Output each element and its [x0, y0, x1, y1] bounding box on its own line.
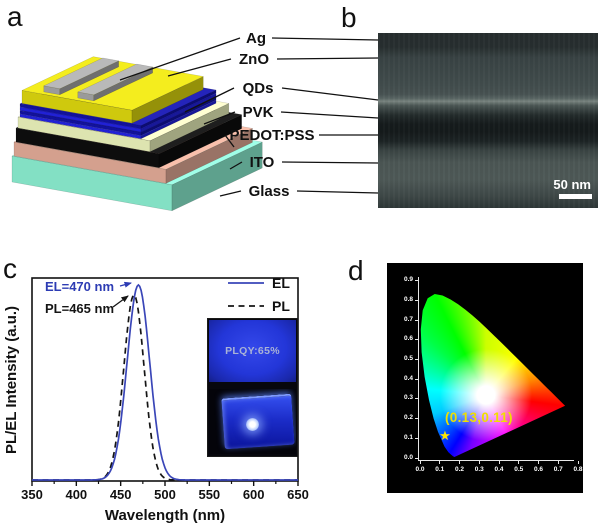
layer-label-pedot-pss: PEDOT:PSS	[229, 127, 314, 144]
cie-y-ticklabel-0.4: 0.4	[403, 374, 413, 382]
plqy-label: PLQY:65%	[225, 345, 280, 357]
x-axis-ticks: 350 400 450 500 550 600 650	[21, 481, 309, 502]
el-peak-annotation: EL=470 nm	[45, 279, 114, 294]
cie-y-tick-0.2	[415, 418, 418, 420]
layer-label-qds: QDs	[243, 80, 274, 97]
cie-x-tick-0.8	[577, 461, 579, 464]
panel-label-d: d	[348, 255, 364, 286]
scale-bar-label: 50 nm	[553, 177, 591, 192]
layer-labels: Ag ZnO QDs PVK PEDOT:PSS ITO Glass	[229, 30, 314, 200]
layer-label-glass: Glass	[249, 183, 290, 200]
x-tick-650: 650	[287, 487, 309, 502]
cie-y-tick-0.8	[415, 300, 418, 302]
cie-x-ticklabel-0.4: 0.4	[494, 466, 504, 473]
cie-y-tick-0.1	[415, 437, 418, 439]
cie-x-ticklabel-0.7: 0.7	[553, 466, 563, 473]
curve-el	[32, 283, 298, 481]
cie-y-ticklabel-0.7: 0.7	[403, 315, 413, 323]
cie-y-ticklabel-0.9: 0.9	[403, 276, 413, 284]
cie-y-ticklabel-0.5: 0.5	[403, 355, 413, 363]
cie-coordinates-label: (0.13,0.11)	[445, 410, 513, 425]
cie-y-tick-0.0	[415, 457, 418, 459]
panel-label-b: b	[341, 2, 357, 33]
cie-point-marker: ★	[439, 428, 451, 444]
cie-y-tick-0.6	[415, 339, 418, 341]
cie-x-tick-0.3	[478, 461, 480, 464]
cie-y-tick-0.7	[415, 319, 418, 321]
device-stack-3d	[11, 56, 263, 212]
cie-x-ticklabel-0.0: 0.0	[415, 466, 425, 473]
x-tick-400: 400	[65, 487, 87, 502]
cie-y-axis	[418, 277, 419, 461]
leader-lines	[119, 37, 379, 197]
cie-y-ticklabel-0.0: 0.0	[403, 453, 413, 461]
cie-x-tick-0.0	[419, 461, 421, 464]
tem-noise-texture	[378, 33, 598, 208]
x-tick-550: 550	[198, 487, 220, 502]
legend-pl-label: PL	[272, 298, 290, 314]
spectra-curves	[32, 283, 298, 481]
cie-y-ticklabel-0.3: 0.3	[403, 394, 413, 402]
x-tick-500: 500	[154, 487, 176, 502]
cie-x-tick-0.1	[439, 461, 441, 464]
plqy-solution-photo: PLQY:65%	[209, 320, 296, 382]
emission-spot	[245, 417, 259, 431]
pl-peak-annotation: PL=465 nm	[45, 301, 114, 316]
cie-x-axis	[418, 460, 574, 461]
layer-label-ag: Ag	[246, 30, 266, 47]
tem-cross-section-image: 50 nm	[378, 33, 598, 208]
panel-label-c: c	[3, 253, 17, 284]
cie-y-ticklabel-0.1: 0.1	[403, 433, 413, 441]
cie-x-tick-0.4	[498, 461, 500, 464]
cie-y-ticklabel-0.8: 0.8	[403, 296, 413, 304]
cie-x-tick-0.6	[538, 461, 539, 464]
device-emission-photo	[209, 389, 296, 454]
cie-y-ticklabel-0.6: 0.6	[403, 335, 413, 343]
cie-x-tick-0.7	[557, 461, 559, 464]
spectra-chart: 350 400 450 500 550 600 650 EL PL EL=470 nm PL…	[3, 275, 309, 524]
pl-annotation-arrow	[112, 295, 129, 308]
x-axis-title: Wavelength (nm)	[105, 507, 225, 524]
x-tick-350: 350	[21, 487, 43, 502]
cie-x-ticklabel-0.2: 0.2	[454, 466, 465, 473]
legend-el-label: EL	[272, 275, 290, 291]
cie-y-tick-0.3	[415, 398, 418, 400]
layer-label-ito: ITO	[250, 154, 275, 171]
cie-diagram: ★ (0.13,0.11) 0.0 0.1 0.2 0.3 0.4 0.5 0.6 0.7 0.…	[387, 263, 583, 493]
layer-label-pvk: PVK	[243, 104, 274, 121]
layer-label-zno: ZnO	[239, 51, 269, 68]
cie-x-ticklabel-0.6: 0.6	[533, 466, 544, 473]
el-annotation-arrow	[119, 281, 132, 288]
cie-x-ticklabel-0.1: 0.1	[435, 466, 445, 473]
device-schematic-svg: Ag ZnO QDs PVK PEDOT:PSS ITO Glass	[11, 30, 379, 212]
cie-x-ticklabel-0.5: 0.5	[514, 466, 524, 473]
cie-y-tick-0.4	[415, 378, 418, 380]
x-tick-450: 450	[110, 487, 132, 502]
cie-y-ticklabel-0.2: 0.2	[403, 414, 413, 422]
panel-label-a: a	[7, 1, 23, 32]
cie-x-tick-0.2	[459, 461, 460, 464]
cie-x-ticklabel-0.3: 0.3	[474, 466, 484, 473]
scale-bar	[559, 194, 592, 199]
x-tick-600: 600	[243, 487, 265, 502]
y-axis-title: PL/EL Intensity (a.u.)	[3, 306, 20, 454]
cie-x-tick-0.5	[518, 461, 520, 464]
cie-y-tick-0.9	[415, 280, 418, 282]
cie-x-ticklabel-0.8: 0.8	[573, 466, 583, 473]
cie-y-tick-0.5	[415, 359, 418, 361]
inset-photo: PLQY:65%	[207, 318, 298, 457]
